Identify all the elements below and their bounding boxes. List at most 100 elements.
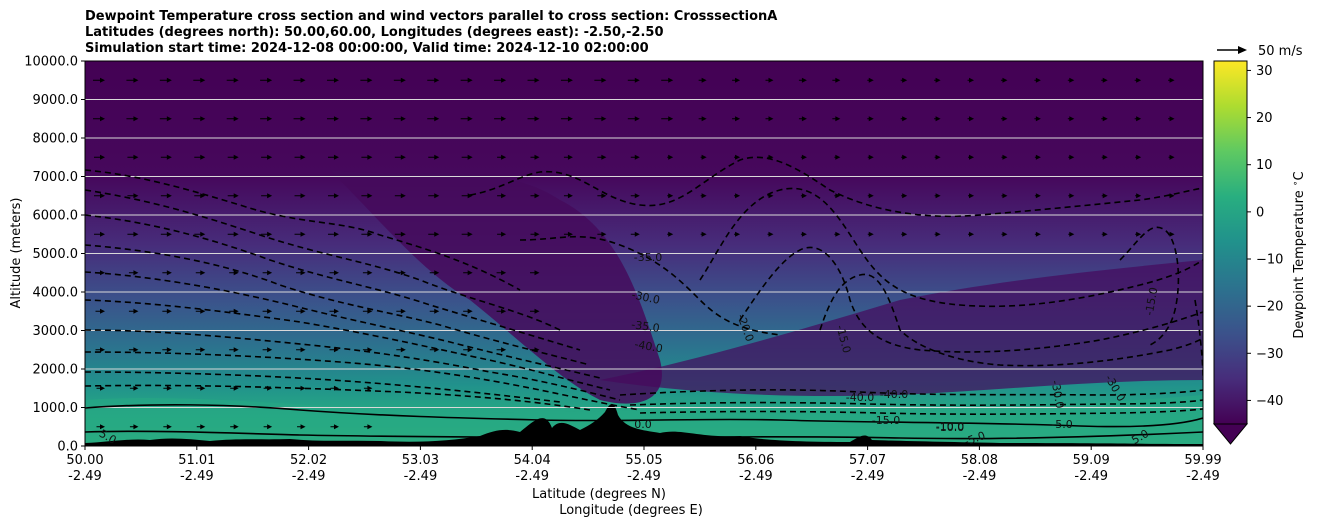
wind-vector-head bbox=[567, 231, 573, 237]
wind-vector-head bbox=[166, 270, 172, 276]
wind-vector-head bbox=[601, 193, 607, 199]
wind-vector-head bbox=[634, 193, 640, 199]
wind-vector-head bbox=[333, 116, 339, 122]
x-axis-label-2: Longitude (degrees E) bbox=[559, 503, 703, 518]
wind-vector-head bbox=[601, 231, 607, 237]
wind-vector-head bbox=[467, 77, 473, 83]
wind-vector-head bbox=[200, 193, 206, 199]
wind-vector-head bbox=[501, 308, 507, 314]
contour-line bbox=[639, 408, 1203, 415]
x-axis-ticks: 50.00-2.4951.01-2.4952.02-2.4953.03-2.49… bbox=[66, 446, 1222, 484]
x-tick-lat: 53.03 bbox=[402, 453, 439, 468]
wind-vector-head bbox=[100, 77, 105, 83]
wind-vector-head bbox=[634, 116, 640, 122]
wind-vector-head bbox=[501, 347, 507, 353]
wind-vector-head bbox=[668, 154, 674, 160]
wind-vector-head bbox=[233, 231, 239, 237]
wind-vector-head bbox=[166, 193, 172, 199]
wind-vector-head bbox=[200, 347, 206, 353]
wind-vector-head bbox=[969, 116, 975, 122]
contour-line bbox=[1119, 226, 1180, 346]
x-tick-lat: 51.01 bbox=[178, 453, 215, 468]
x-tick-lon: -2.49 bbox=[739, 469, 773, 484]
wind-vector-head bbox=[434, 154, 440, 160]
wind-vector-head bbox=[935, 116, 941, 122]
wind-vector-head bbox=[467, 116, 473, 122]
wind-vector-head bbox=[166, 154, 172, 160]
colorbar-tick-label: −40 bbox=[1256, 394, 1283, 409]
wind-vector-head bbox=[1069, 231, 1075, 237]
wind-vector-head bbox=[701, 193, 707, 199]
wind-vector-head bbox=[200, 116, 206, 122]
colorbar-tick-label: 30 bbox=[1256, 64, 1273, 79]
wind-vector-head bbox=[1102, 193, 1108, 199]
wind-vector-head bbox=[1136, 154, 1142, 160]
wind-vector-head bbox=[969, 154, 975, 160]
wind-vector-head bbox=[434, 270, 440, 276]
wind-vector-head bbox=[735, 231, 741, 237]
wind-vector-head bbox=[400, 116, 406, 122]
contour-line bbox=[519, 235, 781, 336]
wind-vector-head bbox=[1102, 154, 1108, 160]
wind-vector-head bbox=[1035, 77, 1041, 83]
contour-label: -40.0 bbox=[633, 338, 663, 356]
contour-label: -10.0 bbox=[936, 420, 964, 433]
wind-vector-head bbox=[367, 231, 373, 237]
wind-vector-head bbox=[300, 154, 306, 160]
wind-vector-head bbox=[400, 270, 406, 276]
wind-vector-head bbox=[300, 193, 306, 199]
wind-vector-head bbox=[267, 270, 273, 276]
wind-vectors bbox=[93, 77, 1175, 430]
wind-vector-head bbox=[1035, 154, 1041, 160]
wind-vector-head bbox=[534, 308, 540, 314]
wind-vector-head bbox=[434, 193, 440, 199]
wind-vector-head bbox=[166, 231, 172, 237]
wind-vector-head bbox=[233, 424, 239, 430]
wind-vector-head bbox=[902, 77, 908, 83]
wind-vector-head bbox=[434, 116, 440, 122]
wind-vector-head bbox=[367, 347, 373, 353]
wind-vector-head bbox=[467, 193, 473, 199]
colorbar-tick-label: −20 bbox=[1256, 300, 1283, 315]
wind-vector-head bbox=[902, 231, 908, 237]
x-tick-lat: 57.07 bbox=[849, 453, 886, 468]
y-tick-label: 10000.0 bbox=[24, 55, 78, 70]
wind-vector-head bbox=[835, 116, 841, 122]
contour-line bbox=[739, 246, 1203, 353]
wind-vector-head bbox=[969, 193, 975, 199]
wind-vector-head bbox=[902, 193, 908, 199]
wind-vector-head bbox=[701, 231, 707, 237]
wind-vector-head bbox=[1136, 231, 1142, 237]
wind-vector-head bbox=[333, 154, 339, 160]
wind-vector-head bbox=[969, 77, 975, 83]
wind-vector-head bbox=[1169, 193, 1175, 199]
wind-vector-head bbox=[768, 77, 774, 83]
wind-vector-head bbox=[400, 347, 406, 353]
wind-vector-head bbox=[400, 308, 406, 314]
x-tick-lon: -2.49 bbox=[963, 469, 997, 484]
y-axis-label: Altitude (meters) bbox=[9, 198, 24, 309]
y-tick-label: 5000.0 bbox=[33, 247, 79, 262]
wind-vector-head bbox=[467, 154, 473, 160]
colorbar-label: Dewpoint Temperature ∘C bbox=[1291, 171, 1307, 338]
colorbar-tick-label: 20 bbox=[1256, 111, 1273, 126]
x-tick-lat: 59.09 bbox=[1073, 453, 1110, 468]
contour-label: -35.0 bbox=[630, 318, 660, 335]
wind-vector-head bbox=[501, 77, 507, 83]
x-tick-lat: 52.02 bbox=[290, 453, 327, 468]
wind-vector-head bbox=[601, 77, 607, 83]
wind-vector-head bbox=[233, 270, 239, 276]
wind-vector-head bbox=[868, 231, 874, 237]
wind-vector-head bbox=[567, 154, 573, 160]
wind-vector-head bbox=[668, 77, 674, 83]
wind-vector-head bbox=[1136, 77, 1142, 83]
colorbar-tick-label: −30 bbox=[1256, 347, 1283, 362]
wind-vector-head bbox=[835, 231, 841, 237]
wind-vector-head bbox=[935, 154, 941, 160]
wind-vector-head bbox=[166, 308, 172, 314]
contour-line bbox=[85, 271, 601, 379]
x-tick-lon: -2.49 bbox=[404, 469, 438, 484]
wind-vector-head bbox=[333, 231, 339, 237]
contour-line bbox=[85, 169, 521, 291]
wind-vector-head bbox=[534, 154, 540, 160]
